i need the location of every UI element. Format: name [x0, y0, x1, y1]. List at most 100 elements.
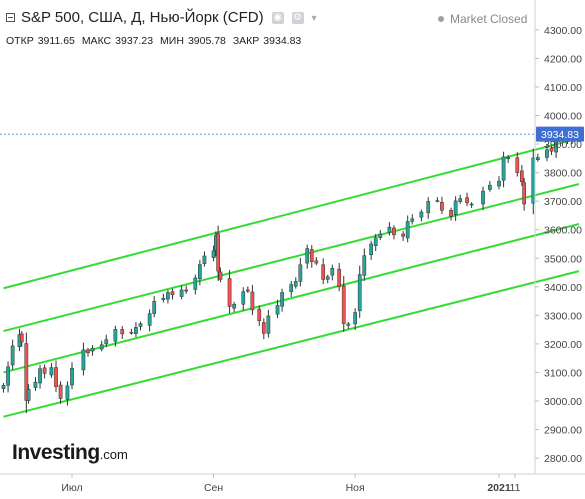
close-value: 3934.83 — [263, 35, 302, 47]
gear-icon[interactable]: ⚙ — [291, 11, 304, 24]
candle-body — [531, 157, 536, 204]
candle-body — [99, 344, 104, 350]
channel-line-3 — [3, 223, 580, 374]
candle-body — [49, 367, 54, 376]
candle-body — [535, 157, 540, 161]
candle-body — [184, 289, 189, 292]
last-price-tag-label: 3934.83 — [541, 129, 579, 141]
candle-body — [218, 271, 223, 280]
chart-header: S&P 500, США, Д, Нью-Йорк (CFD) ◉ ⚙ ▼ — [6, 9, 319, 26]
high-value: 3937.23 — [115, 35, 154, 47]
candle-body — [458, 198, 463, 202]
candle-body — [501, 156, 506, 181]
candle-body — [357, 274, 362, 312]
candle-body — [24, 343, 29, 401]
candle-body — [193, 277, 198, 290]
candle-body — [410, 218, 415, 222]
last-price-tag-bg — [536, 126, 584, 142]
candle-body — [522, 182, 526, 205]
candle-body — [129, 331, 134, 334]
candle-body — [257, 308, 262, 322]
x-tick-label: Ноя — [346, 482, 365, 494]
candle-body — [113, 329, 118, 342]
candle-body — [341, 285, 346, 324]
y-tick-label: 4100.00 — [544, 82, 582, 94]
y-tick-label: 3900.00 — [544, 139, 582, 151]
y-tick-label: 4200.00 — [544, 53, 582, 65]
low-label: МИН — [160, 35, 184, 47]
channel-line-2 — [3, 183, 580, 333]
candle-body — [469, 203, 474, 206]
candle-body — [289, 284, 294, 292]
investing-logo: Investing.com — [12, 441, 128, 465]
y-tick-label: 3500.00 — [544, 253, 582, 265]
candle-body — [369, 243, 373, 256]
candle-body — [166, 292, 170, 300]
candle-body — [33, 381, 38, 388]
candle-body — [440, 202, 444, 211]
candle-body — [275, 305, 280, 315]
y-tick-label: 3800.00 — [544, 168, 582, 180]
candlesticks — [1, 131, 574, 414]
candle-body — [426, 201, 431, 214]
candle-body — [362, 255, 367, 276]
x-tick-label: Сен — [204, 482, 223, 494]
candle-body — [325, 276, 330, 280]
chevron-down-icon[interactable]: ▼ — [309, 12, 319, 23]
y-tick-label: 3200.00 — [544, 339, 582, 351]
candle-body — [70, 367, 74, 386]
candle-body — [54, 367, 58, 387]
x-tick-label: 11 — [510, 482, 521, 494]
camera-icon[interactable]: ◉ — [271, 11, 284, 24]
candle-body — [314, 260, 319, 264]
market-status: Market Closed — [438, 12, 527, 26]
logo-brand: Investing — [12, 441, 100, 464]
y-tick-label: 2800.00 — [544, 453, 582, 465]
y-tick-label: 2900.00 — [544, 425, 582, 437]
candle-body — [337, 268, 342, 288]
candle-body — [453, 200, 458, 215]
collapse-icon[interactable] — [6, 13, 15, 22]
candle-body — [280, 292, 284, 307]
candle-body — [481, 190, 485, 205]
candle-body — [353, 312, 358, 325]
y-axis: 2800.00 2900.00 3000.00 3100.00 3200.00 3300.… — [535, 25, 582, 465]
candle-body — [202, 255, 207, 264]
candle-body — [65, 385, 70, 400]
candle-body — [198, 264, 202, 280]
candle-body — [179, 289, 184, 297]
candle-body — [138, 323, 143, 327]
y-tick-label: 3700.00 — [544, 196, 582, 208]
candle-body — [241, 291, 246, 305]
candle-body — [6, 366, 10, 386]
candle-body — [170, 291, 175, 296]
candle-body — [152, 301, 157, 314]
candle-body — [266, 315, 271, 334]
x-tick-label: Июл — [61, 482, 82, 494]
candle-body — [245, 289, 250, 292]
candle-body — [104, 339, 109, 345]
candle-body — [26, 389, 31, 401]
candle-body — [216, 233, 220, 272]
y-tick-label: 3600.00 — [544, 225, 582, 237]
candle-body — [250, 291, 255, 311]
candle-body — [330, 267, 335, 276]
candle-body — [419, 211, 424, 218]
candle-body — [545, 149, 549, 158]
candle-body — [506, 157, 510, 160]
y-tick-label: 4300.00 — [544, 25, 582, 37]
candle-body — [405, 221, 410, 239]
candle-body — [321, 264, 326, 280]
candle-body — [373, 237, 378, 246]
candle-body — [298, 264, 303, 282]
candle-body — [497, 180, 501, 187]
ohlc-readout: ОТКР 3911.65 МАКС 3937.23 МИН 3905.78 ЗАКР 3… — [6, 35, 305, 47]
candle-body — [520, 170, 524, 182]
high-label: МАКС — [81, 35, 112, 47]
open-label: ОТКР — [6, 35, 34, 47]
candle-body — [227, 278, 232, 307]
candle-body — [19, 333, 24, 343]
channel-line-4 — [3, 270, 580, 418]
